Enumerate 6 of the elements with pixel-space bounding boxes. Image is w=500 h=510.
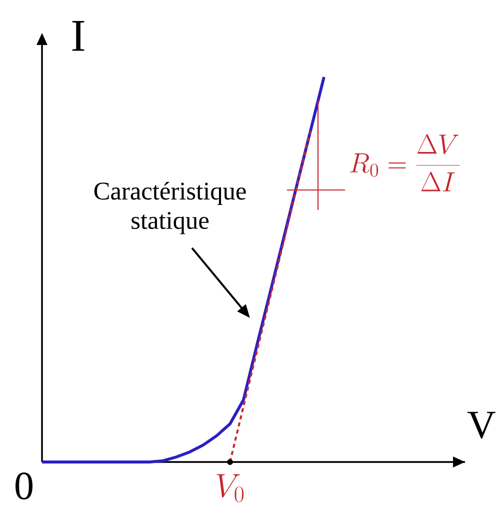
text: 0 (15, 472, 32, 500)
annotation: $R_0 = \frac{\Delta V}{\Delta I}$ (350, 134, 460, 192)
y-axis-title: I (72, 21, 84, 51)
annotation: Caractéristique statique (94, 182, 246, 234)
x-axis-title: V (467, 412, 496, 439)
text: $V_0$ (216, 474, 244, 502)
